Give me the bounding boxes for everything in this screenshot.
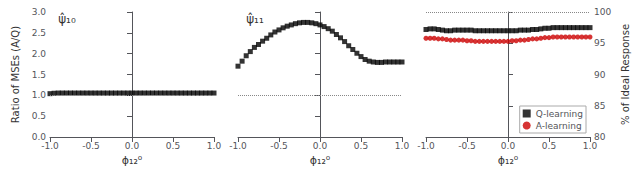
svg-text:100: 100	[594, 7, 611, 17]
svg-text:Q-learning: Q-learning	[536, 109, 583, 119]
svg-text:0.5: 0.5	[166, 141, 180, 151]
svg-text:0.5: 0.5	[32, 111, 46, 121]
svg-text:1.0: 1.0	[583, 141, 598, 151]
svg-text:3.0: 3.0	[32, 7, 47, 17]
svg-text:-0.5: -0.5	[82, 141, 100, 151]
svg-text:1.0: 1.0	[32, 90, 47, 100]
svg-text:90: 90	[594, 70, 606, 80]
svg-text:% of Ideal Response: % of Ideal Response	[620, 24, 631, 125]
svg-text:Ratio of MSEs (A/Q): Ratio of MSEs (A/Q)	[10, 26, 21, 123]
svg-text:-1.0: -1.0	[229, 141, 247, 151]
svg-text:A-learning: A-learning	[536, 121, 582, 131]
svg-text:ϕ₁₂⁰: ϕ₁₂⁰	[498, 154, 519, 167]
svg-text:0.0: 0.0	[125, 141, 140, 151]
svg-text:0.5: 0.5	[354, 141, 368, 151]
svg-text:2.5: 2.5	[32, 28, 46, 38]
svg-text:-0.5: -0.5	[458, 141, 476, 151]
svg-text:ϕ₁₂⁰: ϕ₁₂⁰	[310, 154, 331, 167]
svg-text:0.0: 0.0	[313, 141, 328, 151]
svg-text:1.0: 1.0	[395, 141, 410, 151]
svg-text:ϕ₁₂⁰: ϕ₁₂⁰	[122, 154, 143, 167]
svg-text:0.0: 0.0	[31, 132, 46, 142]
svg-text:2.0: 2.0	[32, 49, 47, 59]
svg-text:-1.0: -1.0	[41, 141, 59, 151]
svg-text:95: 95	[594, 38, 605, 48]
svg-text:ψ̂₁₁: ψ̂₁₁	[246, 12, 264, 26]
svg-text:80: 80	[594, 132, 606, 142]
svg-text:-1.0: -1.0	[417, 141, 435, 151]
svg-text:-0.5: -0.5	[270, 141, 288, 151]
svg-text:0.5: 0.5	[542, 141, 556, 151]
svg-text:1.0: 1.0	[207, 141, 222, 151]
svg-text:85: 85	[594, 101, 605, 111]
svg-text:0.0: 0.0	[501, 141, 516, 151]
svg-text:1.5: 1.5	[32, 70, 46, 80]
svg-text:ψ̂₁₀: ψ̂₁₀	[58, 12, 76, 26]
